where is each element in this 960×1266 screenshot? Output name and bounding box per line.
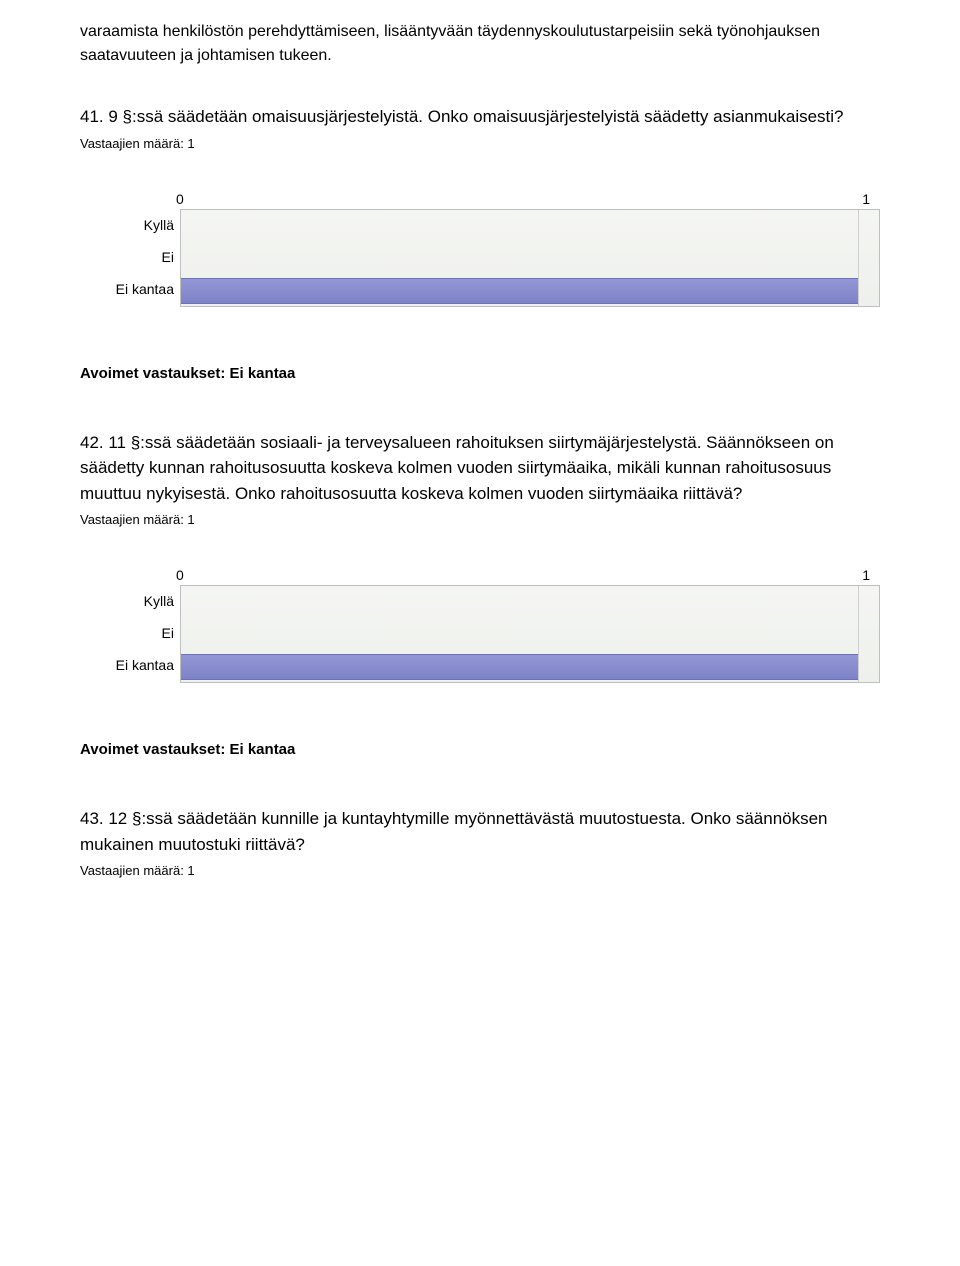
axis-tick: 1 xyxy=(862,567,870,583)
q41-open-answers: Avoimet vastaukset: Ei kantaa xyxy=(80,365,880,382)
q41-chart: Kyllä Ei Ei kantaa 0 1 xyxy=(100,191,880,307)
intro-paragraph: varaamista henkilöstön perehdyttämiseen,… xyxy=(80,20,880,68)
gridline xyxy=(858,210,859,306)
q42-respondent-count: Vastaajien määrä: 1 xyxy=(80,512,880,527)
q42-title: 42. 11 §:ssä säädetään sosiaali- ja terv… xyxy=(80,430,880,507)
q41-title: 41. 9 §:ssä säädetään omaisuusjärjestely… xyxy=(80,104,880,130)
axis-label: Ei xyxy=(100,241,180,273)
q42-open-answers: Avoimet vastaukset: Ei kantaa xyxy=(80,741,880,758)
axis-label: Kyllä xyxy=(100,209,180,241)
axis-label: Kyllä xyxy=(100,585,180,617)
plot-area xyxy=(180,585,880,683)
q41-respondent-count: Vastaajien määrä: 1 xyxy=(80,136,880,151)
axis-label: Ei xyxy=(100,617,180,649)
q43-title: 43. 12 §:ssä säädetään kunnille ja kunta… xyxy=(80,806,880,857)
bar-ei-kantaa xyxy=(181,278,858,304)
axis-tick: 0 xyxy=(176,567,184,583)
axis-tick: 1 xyxy=(862,191,870,207)
axis-tick: 0 xyxy=(176,191,184,207)
plot-area xyxy=(180,209,880,307)
axis-label: Ei kantaa xyxy=(100,273,180,305)
axis-label: Ei kantaa xyxy=(100,649,180,681)
q43-respondent-count: Vastaajien määrä: 1 xyxy=(80,863,880,878)
gridline xyxy=(858,586,859,682)
bar-ei-kantaa xyxy=(181,654,858,680)
q42-chart: Kyllä Ei Ei kantaa 0 1 xyxy=(100,567,880,683)
